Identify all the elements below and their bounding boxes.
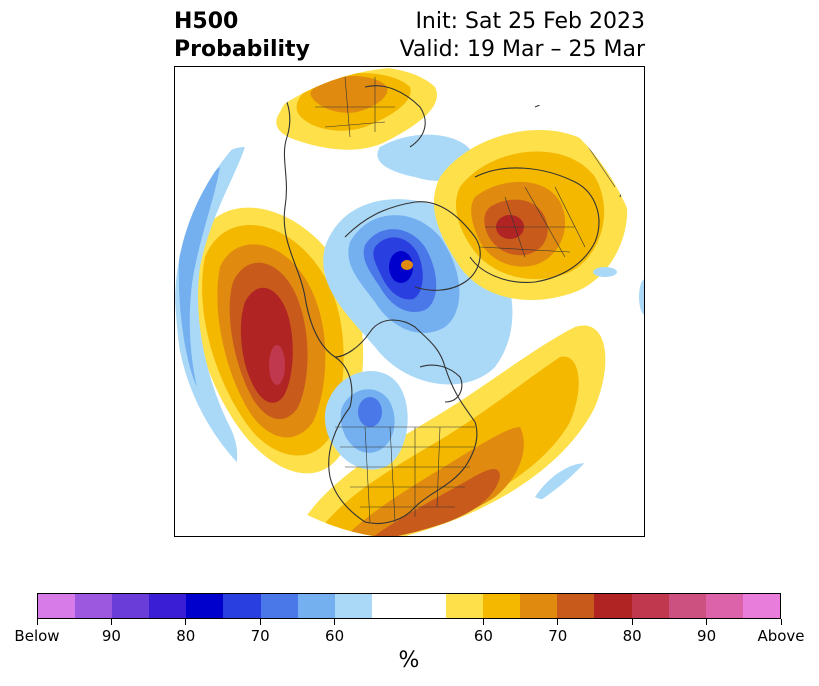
valid-dates: Init: Sat 25 Feb 2023 Valid: 19 Mar – 25… xyxy=(400,8,645,64)
colorbar-below-6 xyxy=(223,594,261,618)
state-borders xyxy=(315,76,616,523)
init-date: Init: Sat 25 Feb 2023 xyxy=(415,9,645,34)
colorbar-below-3 xyxy=(112,594,150,618)
colorbar-above-9 xyxy=(742,594,780,618)
anomaly-patch-atlantic xyxy=(535,463,595,500)
colorbar-above-7 xyxy=(668,594,706,618)
colorbar-above-2 xyxy=(483,594,521,618)
colorbar-tick-label: 90 xyxy=(697,627,717,645)
colorbar-tick-label: Below xyxy=(14,627,60,645)
colorbar-tick-label: Above xyxy=(757,627,805,645)
colorbar-tick xyxy=(36,619,38,625)
colorbar-tick-label: 70 xyxy=(250,627,270,645)
anomaly-patch-edge xyxy=(639,279,644,315)
anomaly-ridge-siberia xyxy=(433,129,628,300)
colorbar-tick xyxy=(631,619,633,625)
colorbar-tick xyxy=(110,619,112,625)
colorbar-tick-label: 70 xyxy=(548,627,568,645)
colorbar-tick xyxy=(334,619,336,625)
anomaly-ridge-west xyxy=(191,207,364,474)
anomaly-trough-central xyxy=(324,370,408,470)
colorbar-tick xyxy=(185,619,187,625)
colorbar-tick xyxy=(482,619,484,625)
colorbar-tick xyxy=(557,619,559,625)
valid-range: Valid: 19 Mar – 25 Mar xyxy=(399,37,645,62)
colorbar-below-8 xyxy=(297,594,335,618)
colorbar-above-6 xyxy=(631,594,669,618)
title-line-2: Probability xyxy=(174,37,310,62)
colorbar-tick-label: 60 xyxy=(473,627,493,645)
colorbar-below-9 xyxy=(334,594,372,618)
colorbar-tick xyxy=(706,619,708,625)
colorbar-above-3 xyxy=(520,594,558,618)
colorbar-above-1 xyxy=(446,594,484,618)
colorbar-above-4 xyxy=(557,594,595,618)
anomaly-ridge-north xyxy=(276,67,437,150)
colorbar-below-7 xyxy=(260,594,298,618)
probability-map xyxy=(174,66,645,537)
colorbar-unit: % xyxy=(398,648,420,673)
colorbar-tick-label: 80 xyxy=(622,627,642,645)
anomaly-patch-asia xyxy=(593,267,617,277)
map-title: H500 Probability xyxy=(174,8,310,64)
colorbar-tick xyxy=(259,619,261,625)
colorbar-above-8 xyxy=(705,594,743,618)
colorbar xyxy=(37,593,781,619)
colorbar-tick-label: 60 xyxy=(325,627,345,645)
colorbar-below-4 xyxy=(149,594,187,618)
colorbar-tick xyxy=(780,619,782,625)
colorbar-tick-label: 80 xyxy=(176,627,196,645)
colorbar-neutral xyxy=(371,594,447,618)
map-svg xyxy=(175,67,644,536)
anomaly-ridge-east xyxy=(295,325,606,536)
colorbar-tick-label: 90 xyxy=(101,627,121,645)
colorbar-above-5 xyxy=(594,594,632,618)
title-line-1: H500 xyxy=(174,9,239,34)
colorbar-below-2 xyxy=(75,594,113,618)
colorbar-below-5 xyxy=(186,594,224,618)
colorbar-below-1 xyxy=(38,594,76,618)
